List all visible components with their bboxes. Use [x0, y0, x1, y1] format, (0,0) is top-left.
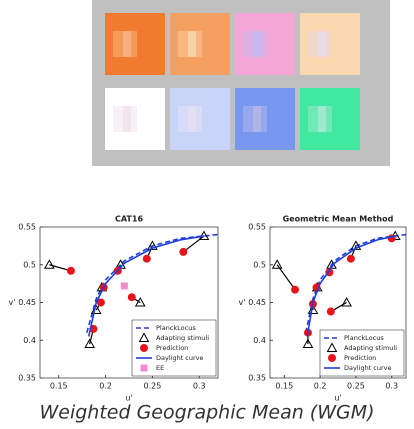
page: Weighted Geographic Mean (WGM) CAT16 u' v'…	[0, 0, 414, 429]
point	[179, 248, 187, 256]
legend-label: Prediction	[344, 354, 376, 362]
legend-label: PlanckLocus	[344, 334, 384, 342]
y-tick-label: 0.4	[23, 336, 36, 345]
x-tick-label: 0.2	[99, 382, 112, 391]
x-tick-label: 0.15	[275, 382, 293, 391]
chart-title: CAT16	[115, 215, 143, 224]
x-tick-label: 0.15	[50, 382, 68, 391]
y-tick-label: 0.35	[18, 374, 36, 383]
y-tick-label: 0.45	[18, 298, 36, 307]
x-axis-label: u'	[334, 394, 341, 403]
x-tick-label: 0.25	[347, 382, 365, 391]
point	[327, 308, 335, 316]
point	[143, 255, 151, 263]
y-tick-label: 0.4	[253, 336, 266, 345]
y-tick-label: 0.5	[253, 260, 266, 269]
y-tick-label: 0.45	[248, 298, 266, 307]
y-tick-label: 0.55	[18, 223, 36, 232]
x-tick-label: 0.3	[385, 382, 398, 391]
legend-swatch	[328, 354, 336, 362]
legend-label: Prediction	[156, 344, 188, 352]
point	[67, 267, 75, 275]
legend-label: Daylight curve	[344, 364, 392, 372]
y-tick-label: 0.55	[248, 223, 266, 232]
x-tick-label: 0.2	[314, 382, 327, 391]
legend-label: EE	[156, 364, 164, 372]
legend-swatch	[141, 365, 148, 372]
point	[121, 282, 128, 289]
legend-label: PlanckLocus	[156, 324, 196, 332]
x-axis-label: u'	[125, 394, 132, 403]
point	[128, 293, 136, 301]
x-tick-label: 0.3	[193, 382, 206, 391]
y-axis-label: v'	[239, 298, 246, 307]
y-tick-label: 0.35	[248, 374, 266, 383]
x-tick-label: 0.25	[144, 382, 162, 391]
point	[347, 255, 355, 263]
legend-label: Daylight curve	[156, 354, 204, 362]
stimulus-panel	[92, 0, 390, 166]
y-tick-label: 0.5	[23, 260, 36, 269]
legend-label: Adapting stimuli	[156, 334, 209, 342]
legend-swatch	[140, 344, 148, 352]
legend-label: Adapting stimuli	[344, 344, 397, 352]
point	[291, 286, 299, 294]
y-axis-label: v'	[9, 298, 16, 307]
caption: Weighted Geographic Mean (WGM)	[39, 402, 374, 424]
figure: Weighted Geographic Mean (WGM) CAT16 u' v'…	[0, 0, 414, 429]
chart-title: Geometric Mean Method	[283, 215, 394, 224]
